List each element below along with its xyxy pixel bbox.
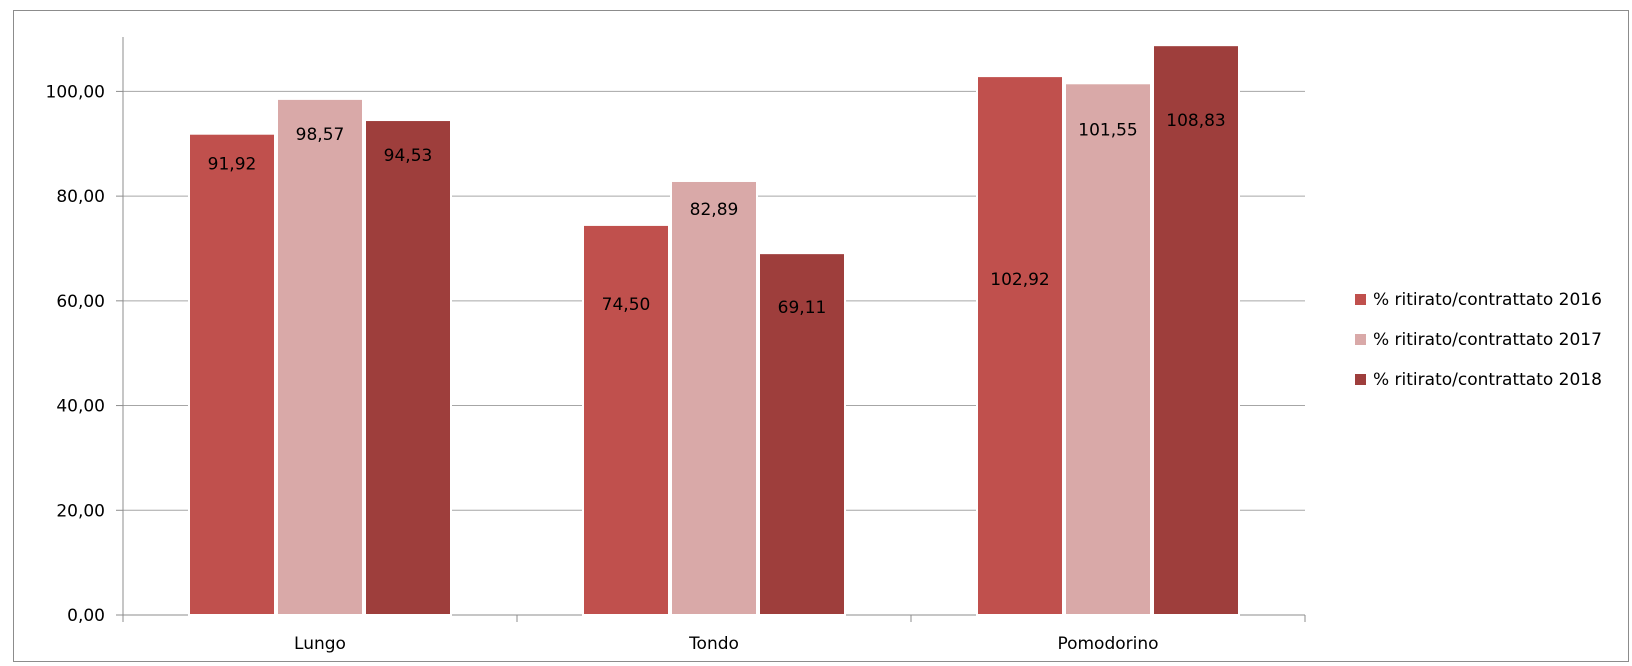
- bar: [364, 119, 452, 616]
- data-label: 69,11: [778, 298, 827, 318]
- bar: [582, 223, 670, 616]
- y-tick-label: 80,00: [56, 187, 105, 207]
- x-category-label: Lungo: [294, 634, 346, 654]
- bar: [976, 75, 1064, 616]
- bar: [1152, 44, 1240, 616]
- legend-swatch: [1355, 294, 1366, 305]
- data-label: 98,57: [296, 125, 345, 145]
- bar: [1064, 82, 1152, 617]
- y-tick-label: 20,00: [56, 501, 105, 521]
- data-label: 102,92: [990, 270, 1049, 290]
- data-label: 94,53: [384, 146, 433, 166]
- data-label: 108,83: [1166, 111, 1225, 131]
- data-label: 101,55: [1078, 120, 1137, 140]
- legend-entry-label: % ritirato/contrattato 2016: [1373, 290, 1602, 310]
- data-label: 82,89: [690, 200, 739, 220]
- legend-swatch: [1355, 334, 1366, 345]
- y-tick-label: 40,00: [56, 397, 105, 417]
- y-tick-label: 0,00: [67, 606, 105, 626]
- bar: [188, 132, 276, 616]
- legend-entry-label: % ritirato/contrattato 2017: [1373, 330, 1602, 350]
- legend-entry-label: % ritirato/contrattato 2018: [1373, 370, 1602, 390]
- data-label: 91,92: [208, 155, 257, 175]
- y-tick-label: 60,00: [56, 292, 105, 312]
- y-tick-label: 100,00: [46, 82, 105, 102]
- x-category-label: Pomodorino: [1057, 634, 1158, 654]
- bar: [670, 179, 758, 617]
- bar: [758, 252, 846, 616]
- x-category-label: Tondo: [688, 634, 739, 654]
- data-label: 74,50: [602, 295, 651, 315]
- bar: [276, 97, 364, 617]
- legend-swatch: [1355, 374, 1366, 385]
